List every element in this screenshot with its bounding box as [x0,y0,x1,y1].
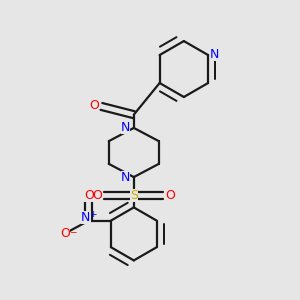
Text: O: O [166,189,176,202]
Text: N: N [121,172,130,184]
Text: +: + [89,210,97,219]
Text: O: O [92,189,102,202]
Text: S: S [130,189,138,202]
Text: O: O [60,227,70,240]
Text: O: O [84,189,94,202]
Text: N: N [121,121,130,134]
Text: O: O [89,99,99,112]
Text: N: N [210,48,219,61]
Text: N: N [81,211,91,224]
Text: −: − [69,227,76,236]
